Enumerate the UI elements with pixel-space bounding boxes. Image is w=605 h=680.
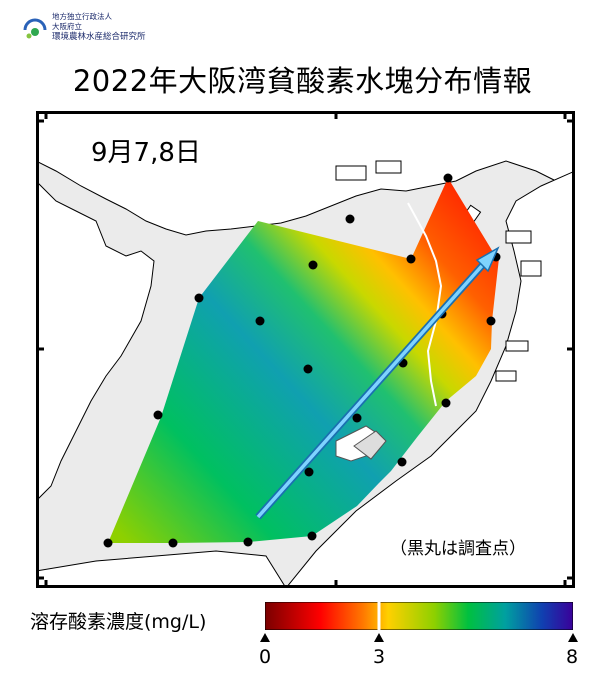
org-name-line2: 大阪府立 — [52, 22, 82, 31]
survey-point — [345, 214, 355, 224]
do-distribution-polygon — [108, 178, 499, 543]
org-logo: 地方独立行政法人 大阪府立 環境農林水産総合研究所 — [22, 12, 172, 48]
tick-triangle-8 — [568, 633, 578, 642]
awaji-island-land — [36, 180, 155, 502]
tick-triangle-0 — [260, 633, 270, 642]
scale-gradient — [264, 601, 574, 631]
north-coast-land — [36, 111, 575, 236]
survey-point — [103, 538, 113, 548]
legend-title: 溶存酸素濃度(mg/L) — [30, 611, 207, 633]
tick-triangle-3 — [374, 633, 384, 642]
color-scale-bar — [264, 601, 574, 631]
scale-marker-3mg — [377, 602, 381, 630]
survey-point — [406, 254, 416, 264]
page-title: 2022年大阪湾貧酸素水塊分布情報 — [72, 64, 533, 98]
tick-label-min: 0 — [259, 646, 272, 668]
survey-point — [153, 410, 163, 420]
flow-arrow — [255, 246, 500, 520]
osaka-bay-map: 9月7,8日 （黒丸は調査点） — [36, 111, 575, 588]
org-name: 地方独立行政法人 大阪府立 環境農林水産総合研究所 — [52, 12, 146, 42]
contour-3mg — [407, 202, 443, 407]
survey-point — [397, 457, 407, 467]
south-coast-land — [36, 550, 287, 588]
tick-label-max: 8 — [566, 646, 579, 668]
survey-point-note: （黒丸は調査点） — [390, 539, 526, 559]
tick-label-mid: 3 — [373, 646, 386, 668]
survey-point — [443, 173, 453, 183]
scale-tick-markers — [260, 633, 578, 642]
survey-point — [243, 537, 253, 547]
survey-date-label: 9月7,8日 — [91, 138, 201, 168]
survey-point — [304, 467, 314, 477]
survey-point — [441, 398, 451, 408]
survey-point — [352, 413, 362, 423]
org-logo-icon — [23, 18, 47, 39]
survey-point — [303, 364, 313, 374]
east-coast-land — [285, 170, 575, 588]
survey-point — [307, 531, 317, 541]
kansai-airport-island — [335, 425, 387, 462]
survey-point — [194, 293, 204, 303]
org-name-line1: 地方独立行政法人 — [52, 12, 112, 21]
org-name-line3: 環境農林水産総合研究所 — [52, 32, 146, 42]
survey-point — [486, 316, 496, 326]
survey-point — [255, 316, 265, 326]
survey-point — [168, 538, 178, 548]
survey-point — [308, 260, 318, 270]
map-border-ticks — [36, 111, 575, 588]
